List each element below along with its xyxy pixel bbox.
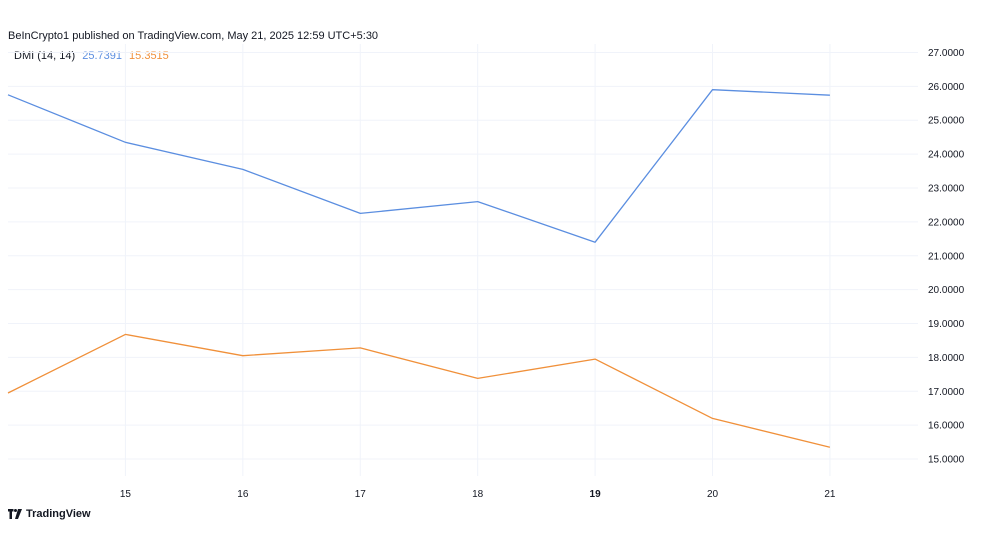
y-tick-label: 24.0000 <box>928 150 965 161</box>
minus-di-value: 15.3515 <box>129 50 169 62</box>
brand-name: TradingView <box>26 508 91 520</box>
x-tick-label: 20 <box>707 489 719 500</box>
y-tick-label: 21.0000 <box>928 251 965 262</box>
y-tick-label: 19.0000 <box>928 319 965 330</box>
x-tick-label: 21 <box>824 489 836 500</box>
x-tick-label: 19 <box>590 489 602 500</box>
y-tick-label: 23.0000 <box>928 184 965 195</box>
y-tick-label: 25.0000 <box>928 116 965 127</box>
chart-series <box>7 89 831 448</box>
y-tick-label: 16.0000 <box>928 421 965 432</box>
chart-axes: 27.0000 26.0000 25.0000 24.0000 23.0000 22.00… <box>120 48 965 500</box>
tradingview-brand[interactable]: TradingView <box>8 508 91 520</box>
plus-di-line[interactable] <box>7 89 830 243</box>
x-tick-label: 18 <box>472 489 484 500</box>
y-tick-label: 27.0000 <box>928 48 965 59</box>
indicator-name: DMI (14, 14) <box>14 50 76 62</box>
x-tick-label: 15 <box>120 489 132 500</box>
publish-info: BeInCrypto1 published on TradingView.com… <box>8 30 379 42</box>
y-tick-label: 20.0000 <box>928 285 965 296</box>
y-tick-label: 15.0000 <box>928 455 965 466</box>
chart-grid <box>8 44 918 476</box>
indicator-legend[interactable]: DMI (14, 14) 25.7391 15.3515 <box>14 50 169 62</box>
tradingview-logo-icon <box>8 509 22 519</box>
y-tick-label: 17.0000 <box>928 387 965 398</box>
y-tick-label: 22.0000 <box>928 217 965 228</box>
minus-di-line[interactable] <box>7 333 831 448</box>
x-tick-label: 17 <box>355 489 367 500</box>
plus-di-value: 25.7391 <box>82 50 122 62</box>
y-tick-label: 26.0000 <box>928 82 965 93</box>
x-tick-label: 16 <box>237 489 249 500</box>
y-tick-label: 18.0000 <box>928 353 965 364</box>
